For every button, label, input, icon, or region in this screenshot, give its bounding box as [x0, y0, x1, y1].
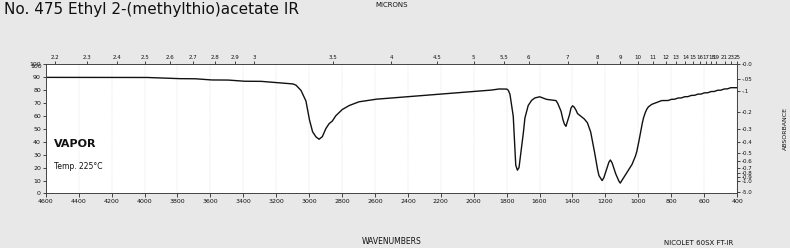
Text: NICOLET 60SX FT-IR: NICOLET 60SX FT-IR [664, 240, 733, 246]
Text: VAPOR: VAPOR [54, 139, 96, 149]
Text: MICRONS: MICRONS [375, 2, 408, 8]
Text: ABSORBANCE: ABSORBANCE [784, 107, 788, 151]
Text: WAVENUMBERS: WAVENUMBERS [362, 237, 421, 246]
Text: Temp. 225°C: Temp. 225°C [54, 162, 102, 171]
Text: 100: 100 [30, 64, 42, 69]
Text: No. 475 Ethyl 2-(methylthio)acetate IR: No. 475 Ethyl 2-(methylthio)acetate IR [4, 2, 299, 17]
